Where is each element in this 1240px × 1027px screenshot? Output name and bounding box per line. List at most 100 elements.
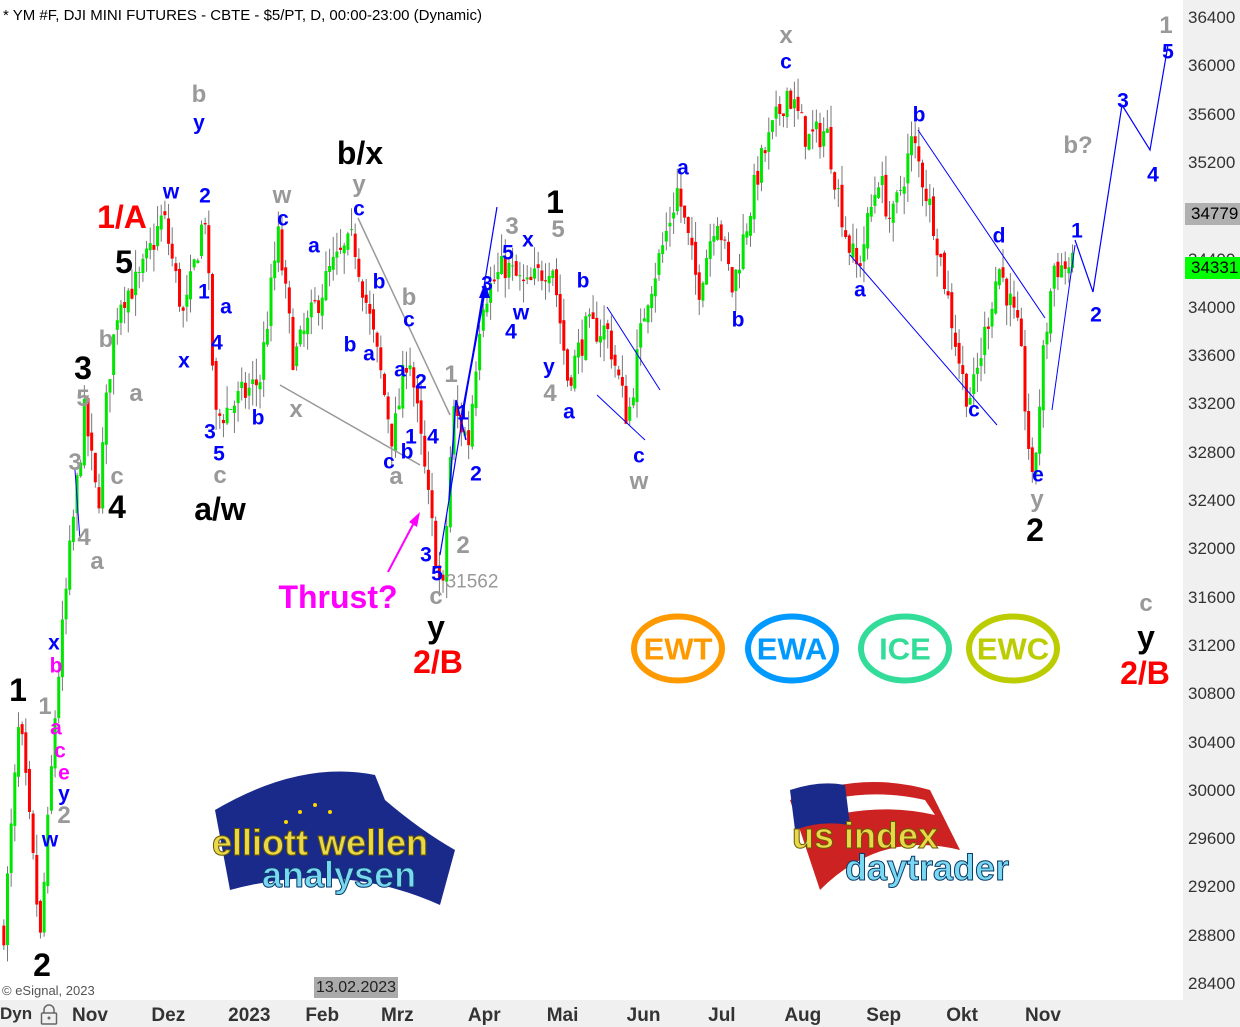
candle-body — [807, 133, 811, 150]
candle-body — [880, 175, 884, 186]
time-tick-label: Sep — [866, 1005, 902, 1026]
wave-label: x — [522, 228, 534, 252]
candle-body — [972, 374, 976, 394]
candle-body — [664, 230, 668, 242]
candle-body — [565, 349, 569, 381]
candle-body — [1008, 293, 1012, 306]
candle-body — [192, 259, 196, 268]
wave-label: b — [576, 269, 590, 293]
wave-label: c — [403, 308, 415, 332]
candle-body — [741, 234, 745, 269]
candle-body — [214, 360, 218, 410]
candle-body — [811, 129, 815, 132]
candle-body — [778, 104, 782, 115]
price-tick-label: 30400 — [1188, 732, 1236, 752]
candle-body — [207, 225, 211, 274]
candle-body — [748, 215, 752, 236]
candle-body — [844, 230, 848, 238]
copyright-text: © eSignal, 2023 — [2, 983, 95, 998]
wave-label: 1 — [405, 425, 417, 449]
candle-body — [137, 272, 141, 274]
candle-body — [529, 276, 533, 281]
candle-body — [382, 373, 386, 395]
time-axis[interactable]: Dyn Nov Dez 2023 Feb Mrz Apr Mai Jun Jul Aug Sep Ok… — [0, 1000, 1240, 1027]
candle-body — [606, 323, 610, 330]
wave-label: x — [48, 631, 60, 655]
wave-label: 2 — [199, 184, 211, 208]
candle-body — [986, 326, 990, 329]
candle-body — [906, 153, 910, 184]
candle-body — [284, 267, 288, 284]
wave-label: c — [54, 739, 66, 763]
candle-body — [792, 99, 796, 109]
price-axis[interactable]: 3640036000356003520034800344003400033600… — [1183, 0, 1240, 1000]
candle-body — [1016, 310, 1020, 318]
price-chart[interactable]: elliott wellen analysen us index daytrad… — [0, 0, 1183, 1000]
candle-body — [840, 184, 844, 228]
candle-body — [346, 233, 350, 250]
candle-body — [415, 385, 419, 404]
wave-label: 1 — [1071, 219, 1083, 243]
wave-label: c — [1139, 590, 1153, 617]
wave-label: y — [352, 171, 366, 198]
candle-body — [496, 272, 500, 280]
candle-body — [957, 342, 961, 364]
candle-body — [229, 408, 233, 410]
candle-body — [730, 267, 734, 293]
candle-body — [554, 269, 558, 296]
candle-body — [295, 346, 299, 367]
wave-label: w — [41, 828, 59, 852]
candle-body — [877, 187, 881, 198]
candle-body — [833, 172, 837, 190]
candle-body — [847, 235, 851, 253]
wave-label: c — [633, 444, 645, 468]
candle-body — [225, 407, 229, 424]
candle-body — [668, 222, 672, 227]
candle-body — [624, 385, 628, 424]
candle-body — [342, 245, 346, 254]
candle-body — [64, 588, 68, 620]
candle-body — [291, 316, 295, 370]
price-tick-label: 34000 — [1188, 297, 1236, 317]
price-tick-label: 33200 — [1188, 394, 1236, 414]
last-price-tag: 34331 — [1185, 256, 1240, 279]
candle-body — [672, 212, 676, 219]
wave-label: Thrust? — [278, 579, 398, 615]
candle-body — [910, 136, 914, 156]
candle-body — [90, 432, 94, 451]
candle-body — [770, 120, 774, 132]
candle-body — [119, 304, 123, 323]
wave-label: 3 — [420, 543, 432, 567]
candle-body — [558, 293, 562, 324]
time-tick-label: Mai — [546, 1005, 579, 1026]
candle-body — [1041, 345, 1045, 411]
reference-price-tag: 34779 — [1185, 202, 1240, 225]
candle-body — [280, 229, 284, 271]
candle-body — [243, 382, 247, 398]
wave-label: b — [912, 103, 926, 127]
wave-label: c — [110, 463, 124, 490]
wave-label: 1 — [457, 401, 469, 425]
candle-body — [525, 277, 529, 280]
lock-icon[interactable] — [38, 1003, 60, 1025]
candle-body — [218, 413, 222, 416]
candle-body — [104, 392, 108, 445]
wave-label: a — [129, 380, 143, 407]
badge-ewt-logo: EWT — [630, 612, 726, 691]
wave-label: 2 — [1026, 512, 1044, 548]
wave-label: 2 — [1090, 303, 1102, 327]
wave-label: 2 — [470, 462, 482, 486]
candle-body — [203, 222, 207, 225]
candle-body — [1067, 267, 1071, 274]
candle-body — [796, 96, 800, 112]
wave-label: 4 — [108, 489, 126, 525]
candle-body — [20, 724, 24, 735]
candle-body — [148, 243, 152, 251]
candle-body — [240, 381, 244, 389]
candle-body — [276, 226, 280, 263]
candle-body — [994, 281, 998, 314]
candle-body — [533, 268, 537, 279]
candle-body — [115, 320, 119, 330]
candle-body — [920, 162, 924, 188]
candle-body — [653, 278, 657, 297]
